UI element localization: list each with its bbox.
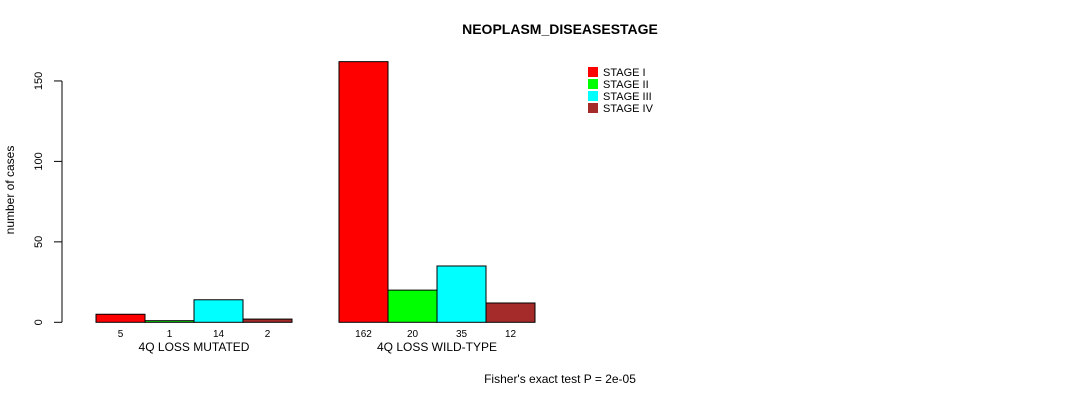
bar-value-label: 1 [167,329,173,340]
chart-title: NEOPLASM_DISEASESTAGE [462,21,658,37]
y-axis: 0 50 100 150 [33,72,63,325]
bar-value-label: 2 [265,329,271,340]
bar-stage-iv [242,318,293,323]
bar-stage-ii [387,289,438,323]
legend-label: STAGE III [603,91,652,103]
bar-value-label: 14 [213,329,225,340]
bar-value-label: 162 [355,329,372,340]
fisher-test-annotation: Fisher's exact test P = 2e-05 [484,372,636,386]
y-axis-title: number of cases [3,146,17,235]
bar-value-labels: 5 1 14 2 162 20 35 12 [118,329,517,340]
bar-stage-iv [485,302,536,323]
legend-swatch-stage-iv [588,103,598,113]
y-axis-tick-label: 0 [33,319,45,325]
bar-value-label: 5 [118,329,124,340]
legend-swatch-stage-i [588,67,598,77]
category-label: 4Q LOSS MUTATED [139,340,250,354]
legend-label: STAGE IV [603,103,654,115]
bar-stage-i [95,313,146,323]
legend-label: STAGE I [603,67,646,79]
category-labels: 4Q LOSS MUTATED 4Q LOSS WILD-TYPE [139,340,497,354]
bar-stage-iii [436,265,487,323]
legend-swatch-stage-iii [588,91,598,101]
legend-label: STAGE II [603,79,649,91]
category-label: 4Q LOSS WILD-TYPE [377,340,497,354]
y-axis-tick-label: 50 [33,236,45,248]
bar-value-label: 35 [456,329,468,340]
bar-stage-ii [144,320,195,323]
bar-value-label: 12 [505,329,517,340]
bar-groups [95,61,536,323]
bar-value-label: 20 [407,329,419,340]
y-axis-tick-label: 100 [33,152,45,170]
bar-stage-i [338,61,389,323]
bar-stage-iii [193,299,244,323]
y-axis-tick-label: 150 [33,72,45,90]
legend-swatch-stage-ii [588,79,598,89]
